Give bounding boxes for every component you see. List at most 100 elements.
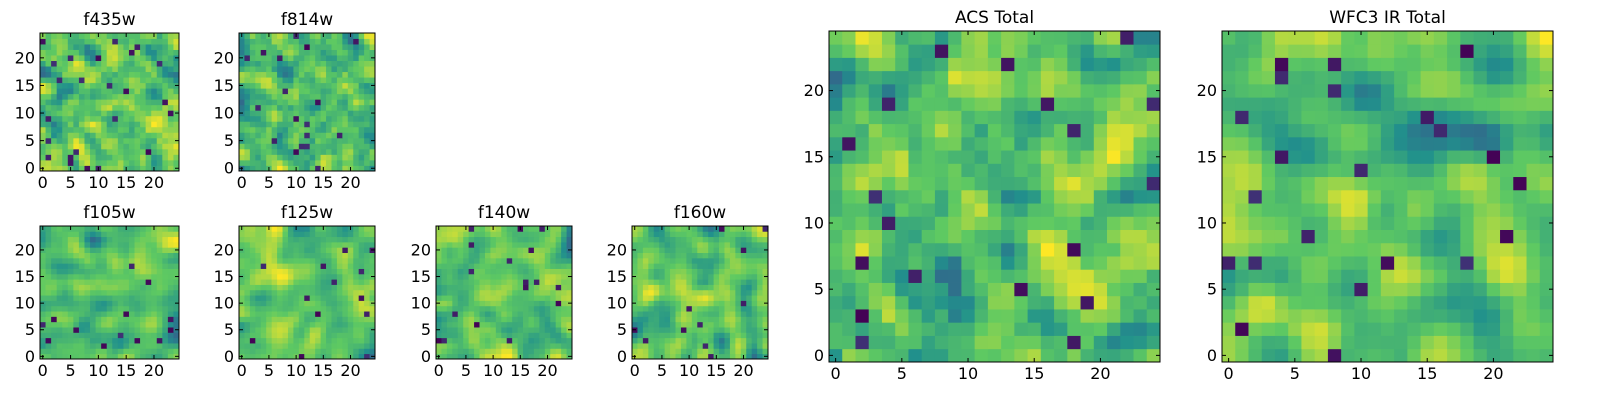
heatmap-cell [746, 311, 753, 317]
heatmap-cell [282, 154, 289, 161]
heatmap-cell [751, 252, 758, 259]
heatmap-cell [62, 305, 69, 312]
heatmap-cell [145, 121, 152, 128]
heatmap-cell [90, 332, 96, 339]
heatmap-cell [266, 247, 273, 253]
heatmap-cell [95, 311, 102, 317]
heatmap-cell [1054, 136, 1068, 151]
x-tick-label: 0 [237, 173, 247, 192]
heatmap-cell [921, 189, 936, 204]
heatmap-cell [735, 343, 742, 349]
heatmap-cell [342, 226, 349, 232]
heatmap-cell [249, 311, 256, 317]
heatmap-cell [298, 165, 305, 172]
heatmap-cell [255, 316, 262, 323]
heatmap-cell [648, 311, 655, 317]
heatmap-cell [1040, 123, 1055, 138]
heatmap-cell [95, 115, 102, 122]
heatmap-cell [523, 231, 529, 238]
heatmap-cell [484, 316, 491, 323]
heatmap-cell [106, 49, 113, 56]
heatmap-cell [855, 57, 870, 72]
heatmap-cell [468, 305, 475, 312]
heatmap-cell [123, 121, 130, 128]
heatmap-cell [1093, 216, 1108, 230]
heatmap-cell [566, 284, 573, 291]
heatmap-cell [271, 289, 278, 296]
heatmap-cell [353, 226, 360, 232]
heatmap-cell [881, 70, 896, 85]
heatmap-cell [680, 348, 687, 355]
heatmap-cell [151, 154, 158, 161]
heatmap-cell [353, 348, 360, 355]
heatmap-cell [112, 289, 119, 296]
heatmap-cell [336, 99, 343, 106]
heatmap-cell [320, 284, 327, 291]
heatmap-cell [255, 77, 262, 84]
heatmap-cell [73, 71, 80, 78]
heatmap-cell [117, 332, 124, 339]
heatmap-cell [637, 252, 644, 259]
heatmap-cell [670, 321, 676, 328]
heatmap-cell [948, 44, 962, 58]
heatmap-cell [751, 311, 758, 317]
heatmap-cell [277, 49, 283, 56]
heatmap-cell [697, 295, 704, 301]
heatmap-cell [78, 60, 85, 67]
heatmap-cell [855, 322, 870, 336]
heatmap-cell [40, 66, 46, 73]
heatmap-cell [1248, 282, 1263, 297]
heatmap-cell [353, 273, 360, 280]
heatmap-cell [140, 332, 147, 339]
heatmap-cell [117, 126, 124, 133]
heatmap-cell [463, 348, 470, 355]
heatmap-cell [293, 82, 300, 89]
heatmap-cell [463, 236, 470, 243]
heatmap-cell [501, 321, 508, 328]
heatmap-cell [162, 236, 169, 243]
heatmap-cell [484, 247, 491, 253]
heatmap-cell [1027, 335, 1042, 350]
heatmap-cell [829, 83, 843, 98]
heatmap-cell [73, 44, 80, 50]
heatmap-cell [708, 231, 714, 238]
heatmap-cell [719, 343, 725, 349]
heatmap-cell [173, 337, 180, 344]
heatmap-cell [298, 231, 305, 238]
heatmap-cell [1407, 256, 1421, 270]
heatmap-cell [78, 316, 85, 323]
heatmap-cell [686, 321, 693, 328]
heatmap-cell [364, 332, 370, 339]
heatmap-cell [1394, 229, 1408, 244]
heatmap-cell [260, 321, 267, 328]
heatmap-cell [326, 348, 332, 355]
heatmap-cell [735, 257, 742, 264]
heatmap-cell [987, 163, 1002, 178]
heatmap-cell [40, 316, 46, 323]
heatmap-cell [244, 154, 251, 161]
heatmap-cell [123, 44, 130, 50]
heatmap-cell [1301, 229, 1316, 244]
heatmap-cell [173, 148, 180, 155]
heatmap-cell [140, 236, 147, 243]
heatmap-cell [544, 284, 551, 291]
heatmap-cell [740, 279, 747, 285]
heatmap-cell [128, 132, 135, 139]
heatmap-cell [1067, 31, 1081, 45]
heatmap-cell [51, 104, 58, 111]
heatmap-cell [506, 252, 513, 259]
heatmap-cell [62, 289, 69, 296]
heatmap-cell [151, 257, 158, 264]
heatmap-cell [255, 110, 262, 117]
heatmap-cell [829, 269, 843, 283]
heatmap-cell [506, 348, 513, 355]
heatmap-cell [249, 263, 256, 269]
heatmap-cell [868, 348, 883, 363]
heatmap-cell [441, 241, 448, 248]
heatmap-cell [260, 71, 267, 78]
heatmap-cell [117, 49, 124, 56]
heatmap-cell [45, 148, 52, 155]
heatmap-cell [987, 309, 1002, 323]
heatmap-cell [1513, 189, 1527, 204]
heatmap-cell [961, 176, 976, 191]
